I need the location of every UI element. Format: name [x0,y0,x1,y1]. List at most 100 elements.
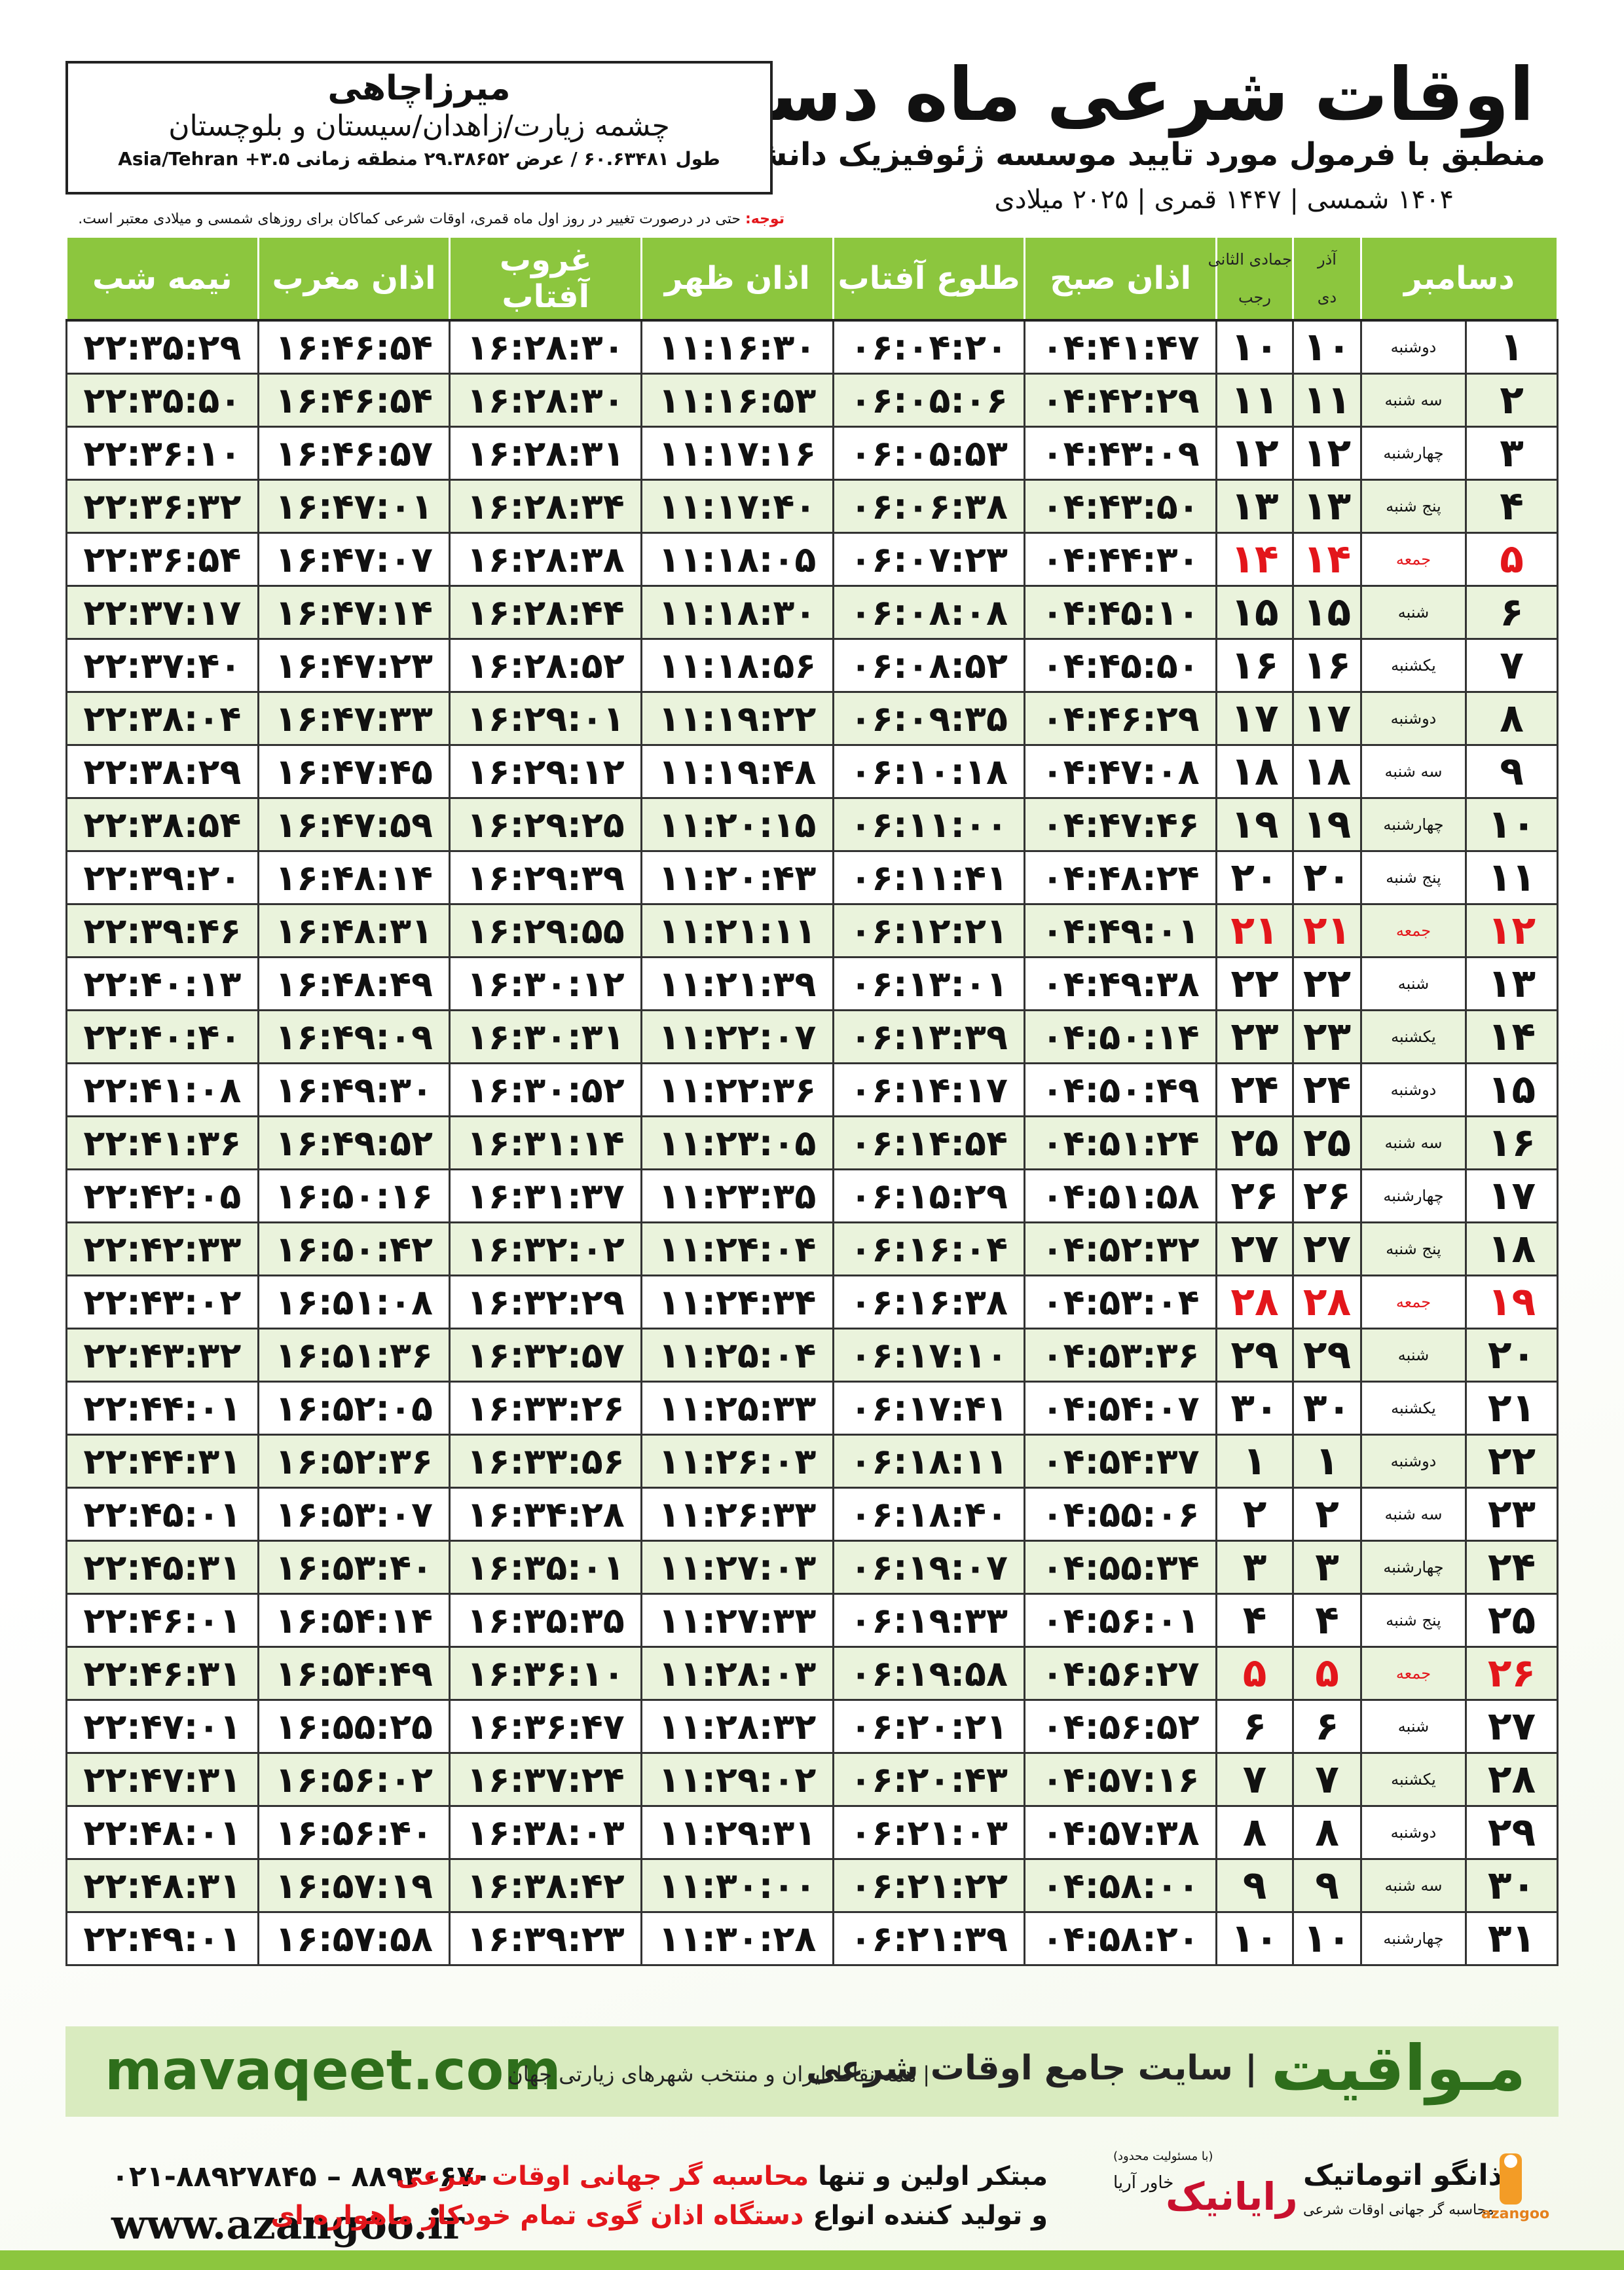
fajr: ۰۴:۵۱:۵۸ [1024,1168,1217,1223]
solar-day: ۲۶ [1292,1168,1362,1223]
prayer-table: دسامبر آذر دی جمادی الثانی رجب اذان صبح طلو… [65,236,1559,1966]
brand: مـواقیت [1270,2032,1526,2105]
solar-day: ۲۹ [1292,1328,1362,1383]
day-number: ۲۶ [1465,1646,1559,1701]
maghrib: ۱۶:۵۳:۰۷ [257,1487,451,1542]
lunar-day: ۱۲ [1215,426,1294,481]
dhuhr: ۱۱:۲۱:۳۹ [640,956,834,1011]
midnight: ۲۲:۴۶:۰۱ [65,1593,259,1648]
maghrib: ۱۶:۴۷:۵۹ [257,797,451,852]
lunar-day: ۱۶ [1215,638,1294,693]
header-time: اذان مغرب [257,236,451,322]
lunar-day: ۷ [1215,1752,1294,1807]
solar-day: ۳ [1292,1540,1362,1595]
midnight: ۲۲:۳۹:۴۶ [65,903,259,958]
day-number: ۲۷ [1465,1699,1559,1754]
sunrise: ۰۶:۰۸:۰۸ [832,585,1026,640]
table-row: ۱۲ جمعه ۲۱ ۲۱ ۰۴:۴۹:۰۱ ۰۶:۱۲:۲۱ ۱۱:۲۱:۱۱ ۱۶:۲۹:… [65,903,1559,958]
maghrib: ۱۶:۵۲:۰۵ [257,1381,451,1436]
weekday: شنبه [1360,585,1467,640]
lunar-day: ۱۸ [1215,744,1294,799]
midnight: ۲۲:۴۱:۰۸ [65,1062,259,1117]
weekday: یکشنبه [1360,1752,1467,1807]
sunset: ۱۶:۳۵:۳۵ [449,1593,643,1648]
fajr: ۰۴:۴۹:۳۸ [1024,956,1217,1011]
midnight: ۲۲:۴۰:۱۳ [65,956,259,1011]
table-row: ۲۱ یکشنبه ۳۰ ۳۰ ۰۴:۵۴:۰۷ ۰۶:۱۷:۴۱ ۱۱:۲۵:۳۳ ۱۶:۳… [65,1381,1559,1436]
dhuhr: ۱۱:۱۷:۴۰ [640,479,834,534]
table-row: ۶ شنبه ۱۵ ۱۵ ۰۴:۴۵:۱۰ ۰۶:۰۸:۰۸ ۱۱:۱۸:۳۰ ۱۶:۲۸:۴… [65,585,1559,640]
sunset: ۱۶:۲۸:۳۱ [449,426,643,481]
fajr: ۰۴:۴۴:۳۰ [1024,532,1217,587]
day-number: ۲۸ [1465,1752,1559,1807]
rayanik-logo: رایانیک [1166,2174,1298,2219]
table-row: ۳۱ چهارشنبه ۱۰ ۱۰ ۰۴:۵۸:۲۰ ۰۶:۲۱:۳۹ ۱۱:۳۰:۲۸ ۱۶… [65,1911,1559,1966]
solar-day: ۲۲ [1292,956,1362,1011]
sunset: ۱۶:۳۹:۲۳ [449,1911,643,1966]
weekday: چهارشنبه [1360,426,1467,481]
phone: ۰۲۱-۸۸۹۲۷۸۴۵ – ۸۸۹۳۰۶۷۰ [111,2160,492,2193]
sunrise: ۰۶:۱۷:۴۱ [832,1381,1026,1436]
solar-month: آذر [1318,250,1337,269]
bottom-bar [0,2250,1624,2270]
lunar-day: ۱۴ [1215,532,1294,587]
midnight: ۲۲:۳۶:۱۰ [65,426,259,481]
day-number: ۲ [1465,373,1559,428]
lunar-day: ۹ [1215,1858,1294,1913]
lunar-day: ۳۰ [1215,1381,1294,1436]
fajr: ۰۴:۴۳:۰۹ [1024,426,1217,481]
midnight: ۲۲:۴۸:۳۱ [65,1858,259,1913]
lunar-day: ۴ [1215,1593,1294,1648]
note-label: توجه: [745,211,784,227]
footer-highlight: دستگاه اذان گوی تمام خودکار ماهواره ای [270,2201,804,2231]
lunar-day: ۲۹ [1215,1328,1294,1383]
day-number: ۱ [1465,319,1559,375]
dhuhr: ۱۱:۲۹:۳۱ [640,1805,834,1860]
solar-day: ۱۶ [1292,638,1362,693]
solar-day: ۱۴ [1292,532,1362,587]
site-url: mavaqeet.com [105,2038,561,2102]
dhuhr: ۱۱:۲۸:۰۳ [640,1646,834,1701]
table-body: ۱ دوشنبه ۱۰ ۱۰ ۰۴:۴۱:۴۷ ۰۶:۰۴:۲۰ ۱۱:۱۶:۳۰ ۱۶:۲۸… [65,319,1559,1966]
footer-text: مبتکر اولین و تنها [809,2161,1048,2191]
table-row: ۱۴ یکشنبه ۲۳ ۲۳ ۰۴:۵۰:۱۴ ۰۶:۱۳:۳۹ ۱۱:۲۲:۰۷ ۱۶:۳… [65,1009,1559,1064]
sunset: ۱۶:۲۸:۳۴ [449,479,643,534]
sunrise: ۰۶:۲۱:۲۲ [832,1858,1026,1913]
table-row: ۱۹ جمعه ۲۸ ۲۸ ۰۴:۵۳:۰۴ ۰۶:۱۶:۳۸ ۱۱:۲۴:۳۴ ۱۶:۳۲:… [65,1275,1559,1330]
maghrib: ۱۶:۴۷:۳۳ [257,691,451,746]
fajr: ۰۴:۵۶:۲۷ [1024,1646,1217,1701]
table-row: ۱۵ دوشنبه ۲۴ ۲۴ ۰۴:۵۰:۴۹ ۰۶:۱۴:۱۷ ۱۱:۲۲:۳۶ ۱۶:۳… [65,1062,1559,1117]
header-solar: آذر دی [1292,236,1362,322]
fajr: ۰۴:۵۰:۱۴ [1024,1009,1217,1064]
fajr: ۰۴:۵۵:۳۴ [1024,1540,1217,1595]
day-number: ۲۰ [1465,1328,1559,1383]
lunar-day: ۱ [1215,1434,1294,1489]
lunar-day: ۲۴ [1215,1062,1294,1117]
midnight: ۲۲:۳۹:۲۰ [65,850,259,905]
maghrib: ۱۶:۴۹:۵۲ [257,1115,451,1170]
midnight: ۲۲:۴۰:۴۰ [65,1009,259,1064]
day-number: ۱۹ [1465,1275,1559,1330]
solar-day: ۸ [1292,1805,1362,1860]
sunrise: ۰۶:۱۹:۰۷ [832,1540,1026,1595]
table-row: ۲۶ جمعه ۵ ۵ ۰۴:۵۶:۲۷ ۰۶:۱۹:۵۸ ۱۱:۲۸:۰۳ ۱۶:۳۶:۱۰… [65,1646,1559,1701]
dhuhr: ۱۱:۲۳:۰۵ [640,1115,834,1170]
midnight: ۲۲:۳۸:۵۴ [65,797,259,852]
sunset: ۱۶:۳۰:۵۲ [449,1062,643,1117]
midnight: ۲۲:۳۶:۵۴ [65,532,259,587]
midnight: ۲۲:۴۵:۰۱ [65,1487,259,1542]
sunset: ۱۶:۲۹:۵۵ [449,903,643,958]
sunrise: ۰۶:۱۹:۵۸ [832,1646,1026,1701]
sunrise: ۰۶:۱۸:۴۰ [832,1487,1026,1542]
footer-line: و تولید کننده انواع دستگاه اذان گوی تمام… [270,2201,1048,2231]
footer-highlight: محاسبه گر جهانی اوقات شرعی [396,2161,809,2191]
dhuhr: ۱۱:۲۹:۰۲ [640,1752,834,1807]
maghrib: ۱۶:۴۸:۴۹ [257,956,451,1011]
maghrib: ۱۶:۵۱:۳۶ [257,1328,451,1383]
midnight: ۲۲:۴۳:۰۲ [65,1275,259,1330]
day-number: ۲۹ [1465,1805,1559,1860]
sunset: ۱۶:۲۸:۳۸ [449,532,643,587]
table-row: ۲ سه شنبه ۱۱ ۱۱ ۰۴:۴۲:۲۹ ۰۶:۰۵:۰۶ ۱۱:۱۶:۵۳ ۱۶:۲… [65,373,1559,428]
midnight: ۲۲:۴۷:۳۱ [65,1752,259,1807]
